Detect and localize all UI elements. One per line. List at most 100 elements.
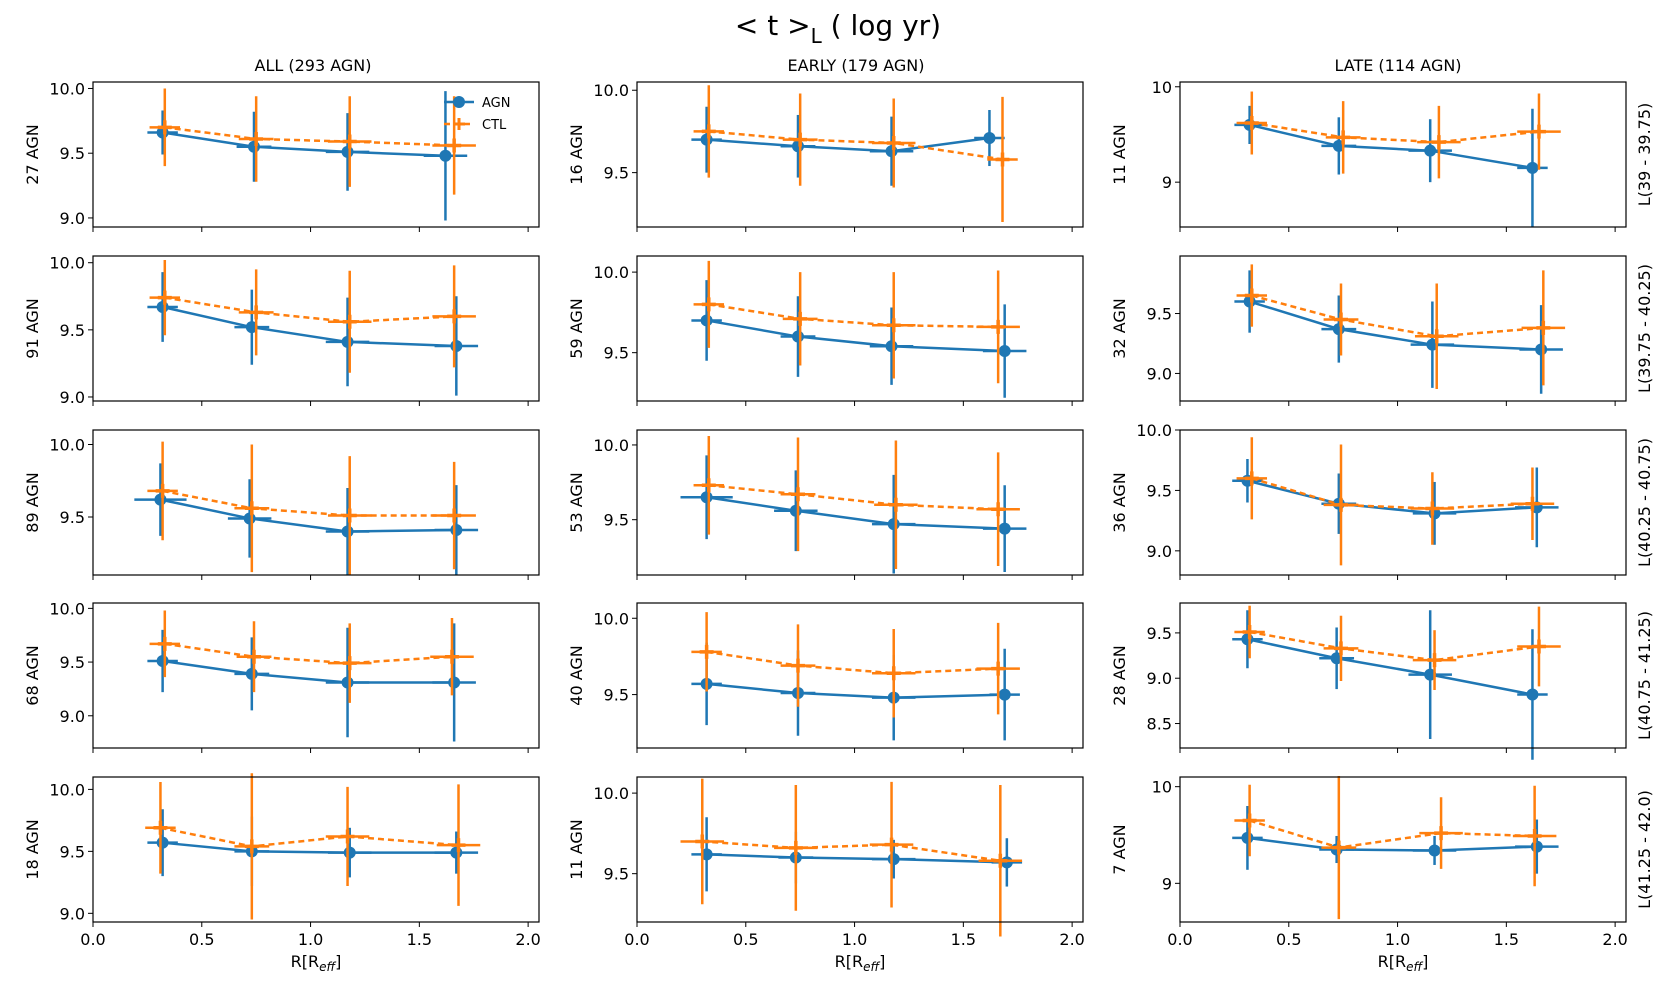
- y-axis-label: 27 AGN: [23, 124, 42, 184]
- agn-point: [154, 493, 167, 506]
- x-tick-label: 0.5: [1276, 930, 1301, 949]
- agn-series: [134, 463, 479, 575]
- agn-point: [343, 846, 356, 859]
- ctl-point: [790, 487, 805, 502]
- agn-series: [147, 623, 476, 742]
- ctl-point: [886, 318, 901, 333]
- agn-point: [439, 149, 452, 162]
- agn-point: [1424, 668, 1437, 681]
- x-axis-label-sub: eff: [319, 960, 336, 974]
- agn-point: [1241, 633, 1254, 646]
- agn-point: [885, 340, 898, 353]
- y-tick-label: 9.0: [60, 388, 85, 407]
- ctl-point: [1525, 496, 1540, 511]
- y-axis-label: 53 AGN: [567, 472, 586, 532]
- panel-frame: [636, 255, 1084, 402]
- ctl-point: [1242, 625, 1257, 639]
- ctl-point: [157, 636, 172, 651]
- x-axis-label-end: ]: [879, 952, 885, 971]
- y-tick-label: 9.5: [604, 344, 629, 363]
- y-tick-label: 10.0: [1136, 421, 1172, 440]
- agn-line: [706, 496, 1005, 530]
- panel-r0-c1: 9.5 10.0 16 AGN: [567, 81, 1084, 232]
- ctl-line: [702, 840, 1001, 863]
- y-tick-label: 9.0: [1147, 669, 1172, 688]
- x-tick-label: 1.0: [1385, 930, 1410, 949]
- panel-r4-c2: 9 10 7 AGN 0.0 0.5 1.0 1.5 2.0 R[Reff] L(41.25 - …: [1110, 776, 1654, 974]
- y-tick-label: 9.0: [60, 707, 85, 726]
- ctl-point: [342, 134, 357, 149]
- ctl-point: [699, 644, 714, 659]
- x-tick-label: 0.5: [733, 930, 758, 949]
- agn-series: [147, 809, 479, 887]
- panel-r3-c0: 9.0 9.5 10.0 68 AGN: [23, 599, 540, 753]
- ctl-line: [1249, 819, 1535, 849]
- y-tick-label: 9.0: [60, 209, 85, 228]
- figure-title-rest: ( log yr): [822, 9, 941, 42]
- y-tick-label: 9.5: [1147, 624, 1172, 643]
- y-tick-label: 9.5: [60, 321, 85, 340]
- agn-point: [700, 314, 713, 327]
- ctl-line: [706, 650, 999, 675]
- ctl-point: [444, 649, 459, 664]
- y-tick-label: 10.0: [593, 81, 629, 100]
- ctl-series: [1234, 776, 1557, 920]
- agn-point: [1332, 323, 1345, 336]
- y-axis-label: 91 AGN: [23, 298, 42, 358]
- ctl-series: [680, 778, 1023, 937]
- ctl-point: [991, 502, 1006, 517]
- panel-r2-c2: 9.0 9.5 10.0 36 AGN L(40.25 - 40.75): [1110, 421, 1654, 580]
- ctl-line: [1251, 121, 1540, 144]
- agn-series: [1234, 105, 1548, 227]
- x-tick-label: 0.0: [1167, 930, 1192, 949]
- ctl-point: [1431, 135, 1446, 150]
- ctl-series: [693, 435, 1020, 570]
- x-axis-label-end: ]: [335, 952, 341, 971]
- agn-series: [147, 272, 479, 396]
- agn-point: [998, 522, 1011, 535]
- ctl-point: [157, 290, 172, 305]
- y-axis-label: 59 AGN: [567, 298, 586, 358]
- ctl-series: [1236, 91, 1561, 179]
- ctl-point: [788, 840, 803, 855]
- y-tick-label: 10: [1152, 778, 1172, 797]
- ctl-line: [164, 642, 453, 665]
- row-label: L(39.75 - 40.25): [1635, 264, 1654, 393]
- y-tick-label: 10: [1152, 78, 1172, 97]
- agn-point: [450, 846, 463, 859]
- agn-line: [706, 319, 1005, 353]
- y-tick-label: 10.0: [593, 784, 629, 803]
- y-axis-label: 68 AGN: [23, 645, 42, 705]
- ctl-point: [701, 478, 716, 493]
- ctl-point: [993, 853, 1008, 868]
- ctl-point: [1336, 130, 1351, 145]
- x-tick-label: 0.0: [624, 930, 649, 949]
- ctl-point: [157, 120, 172, 135]
- panel-grid: 9.0 9.5 10.0 27 AGN AGN CTL 9.5 10.0 16 AGN 9 10 11…: [23, 78, 1654, 974]
- agn-line: [162, 305, 457, 348]
- x-tick-label: 1.0: [298, 930, 323, 949]
- agn-point: [789, 504, 802, 517]
- legend-label: CTL: [482, 118, 507, 133]
- y-tick-label: 9.0: [1147, 364, 1172, 383]
- x-tick-label: 1.5: [1494, 930, 1519, 949]
- agn-point: [983, 132, 996, 145]
- y-tick-label: 10.0: [49, 780, 85, 799]
- agn-point: [450, 339, 463, 352]
- ctl-point: [1242, 813, 1257, 828]
- ctl-point: [246, 649, 261, 664]
- panel-frame: [636, 776, 1084, 923]
- legend: AGN CTL: [444, 96, 510, 133]
- panel-r3-c2: 8.5 9.0 9.5 28 AGN L(40.75 - 41.25): [1110, 602, 1654, 760]
- agn-series: [1232, 610, 1548, 760]
- ctl-point: [1427, 653, 1442, 668]
- y-axis-label: 11 AGN: [567, 819, 586, 879]
- y-tick-label: 8.5: [1147, 715, 1172, 734]
- agn-point: [885, 145, 898, 158]
- panel-frame: [1179, 255, 1627, 402]
- ctl-point: [1434, 826, 1449, 841]
- agn-point: [156, 836, 169, 849]
- y-tick-label: 9.5: [1147, 305, 1172, 324]
- ctl-point: [451, 838, 466, 853]
- agn-point: [1526, 688, 1539, 701]
